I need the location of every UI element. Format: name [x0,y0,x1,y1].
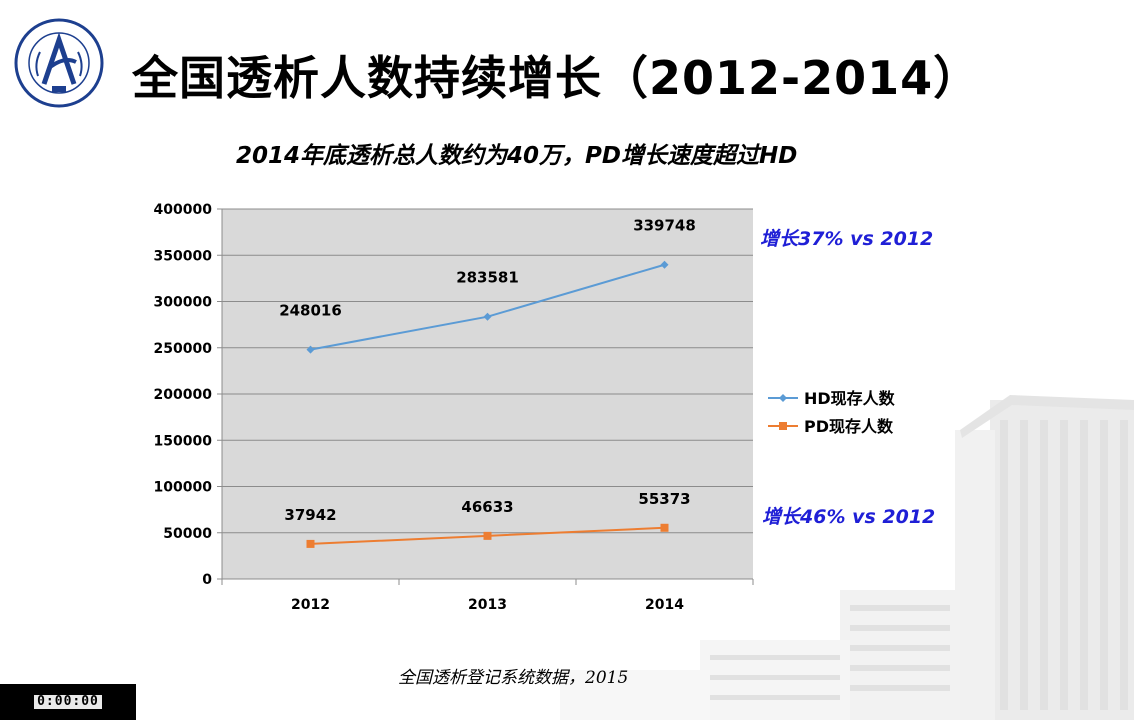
timer-value: 0:00:00 [34,695,102,709]
hd-growth-annotation: 增长37% vs 2012 [760,228,934,250]
x-axis-ticks: 2012 2013 2014 [221,579,754,613]
series-hd: 248016 283581 339748 [279,217,696,354]
data-point [306,539,315,548]
legend-item: HD现存人数 [768,389,896,408]
slide-subtitle: 2014年底透析总人数约为40万，PD增长速度超过HD [236,143,798,169]
page-title: 全国透析人数持续增长（2012-2014） [132,51,981,105]
legend-marker [779,394,787,402]
data-label: 248016 [279,302,342,320]
data-point [660,523,669,532]
data-label: 46633 [461,498,513,516]
data-point [483,312,492,321]
data-point [483,531,492,540]
data-point [306,345,315,354]
legend-label: HD现存人数 [804,389,896,408]
data-source-note: 全国透析登记系统数据，2015 [398,668,629,688]
y-axis-ticks: 0 50000 100000 150000 200000 250000 300000 3500… [154,202,222,588]
y-tick-label: 0 [202,572,212,588]
hospital-seal-icon [14,18,104,108]
pd-growth-annotation: 增长46% vs 2012 [762,506,936,528]
y-tick-label: 350000 [154,248,213,264]
y-tick-label: 300000 [154,295,213,311]
legend-item: PD现存人数 [768,417,894,436]
y-tick-label: 200000 [154,387,213,403]
data-label: 283581 [456,269,519,287]
y-tick-label: 100000 [154,480,213,496]
series-layer: 248016 283581 339748 37942 46633 55373 [279,217,696,548]
presentation-timer: 0:00:00 [0,684,136,720]
x-tick-label: 2014 [645,597,684,613]
x-tick-label: 2013 [468,597,507,613]
legend-marker [779,422,787,430]
legend-label: PD现存人数 [804,417,894,436]
legend: HD现存人数 PD现存人数 [768,389,896,436]
data-label: 55373 [638,490,690,508]
y-tick-label: 50000 [163,526,212,542]
data-point [660,260,669,269]
data-label: 339748 [633,217,696,235]
y-tick-label: 250000 [154,341,213,357]
y-tick-label: 400000 [154,202,213,218]
x-tick-label: 2012 [291,597,330,613]
data-label: 37942 [284,506,336,524]
series-pd: 37942 46633 55373 [284,490,691,548]
y-tick-label: 150000 [154,433,213,449]
